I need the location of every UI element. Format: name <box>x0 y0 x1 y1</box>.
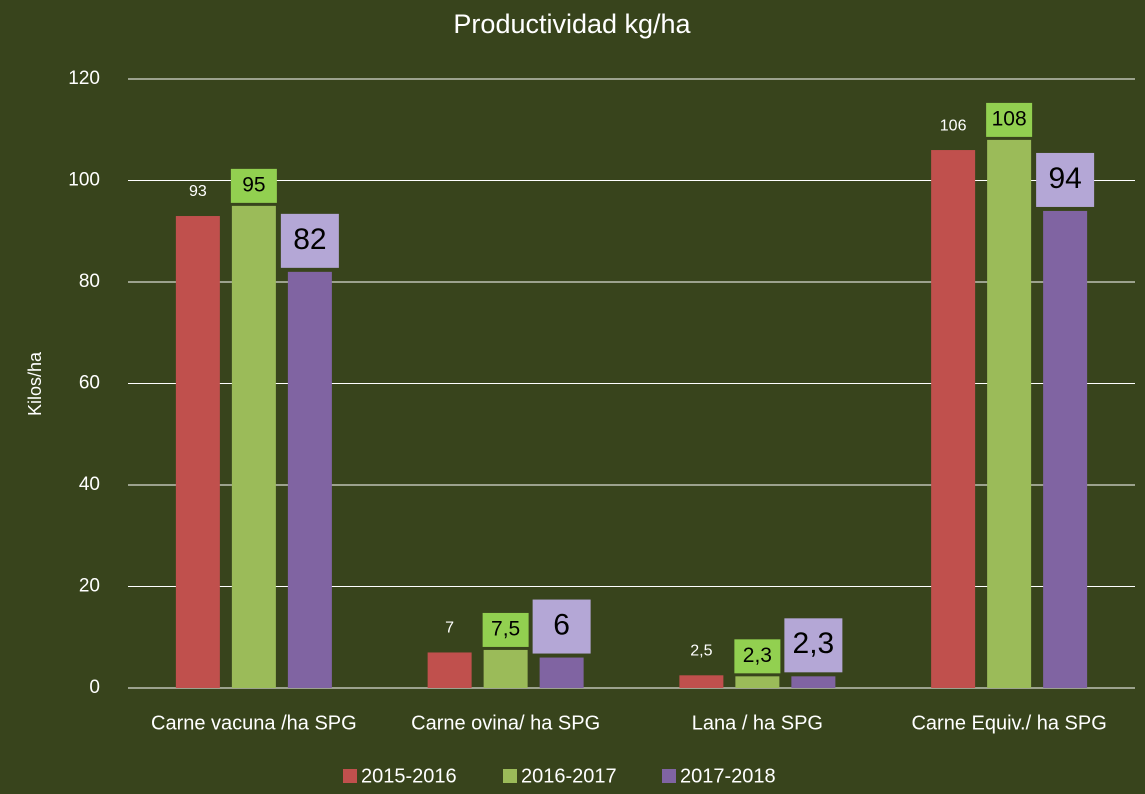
y-axis-label: Kilos/ha <box>25 351 45 416</box>
bar <box>791 676 836 688</box>
bar <box>483 649 528 688</box>
bar <box>175 216 220 688</box>
bar <box>987 139 1032 688</box>
y-tick-label: 20 <box>79 576 100 597</box>
data-label: 82 <box>293 223 326 256</box>
y-tick-label: 120 <box>68 68 100 89</box>
data-label: 2,3 <box>743 644 772 667</box>
bar <box>427 652 472 688</box>
data-label: 94 <box>1048 162 1081 195</box>
data-label-box <box>532 599 591 654</box>
data-label: 93 <box>189 183 207 200</box>
legend-label: 2015-2016 <box>361 765 457 787</box>
bar <box>735 676 780 688</box>
legend-swatch <box>343 769 357 783</box>
legend-swatch <box>662 769 676 783</box>
legend-swatch <box>503 769 517 783</box>
bar <box>287 271 332 688</box>
y-tick-label: 60 <box>79 373 100 394</box>
bar <box>679 675 724 688</box>
x-tick-label: Carne vacuna /ha SPG <box>151 712 357 734</box>
data-label-box <box>986 102 1033 137</box>
data-label: 106 <box>940 117 967 134</box>
data-label: 6 <box>553 608 570 641</box>
data-label-box <box>784 618 843 673</box>
data-label: 2,5 <box>690 643 712 660</box>
data-label: 7 <box>445 620 454 637</box>
data-label: 2,3 <box>793 627 835 660</box>
y-tick-label: 100 <box>68 170 100 191</box>
bar <box>539 657 584 688</box>
data-label: 108 <box>992 107 1027 130</box>
x-tick-label: Carne Equiv./ ha SPG <box>911 712 1106 734</box>
data-label: 7,5 <box>491 617 520 640</box>
y-tick-label: 80 <box>79 271 100 292</box>
x-tick-label: Lana / ha SPG <box>692 712 823 734</box>
y-tick-label: 0 <box>89 677 100 698</box>
legend-label: 2016-2017 <box>521 765 617 787</box>
x-tick-label: Carne ovina/ ha SPG <box>411 712 600 734</box>
data-label-box <box>734 639 781 674</box>
chart-title: Productividad kg/ha <box>453 9 691 39</box>
legend-label: 2017-2018 <box>680 765 776 787</box>
data-label-box <box>482 612 529 647</box>
data-label-box <box>230 168 277 203</box>
data-label-box <box>1036 152 1095 207</box>
data-label: 95 <box>242 173 265 196</box>
y-tick-label: 40 <box>79 474 100 495</box>
bar <box>931 150 976 689</box>
bar <box>1043 210 1088 688</box>
bar <box>231 205 276 688</box>
data-label-box <box>280 213 339 268</box>
